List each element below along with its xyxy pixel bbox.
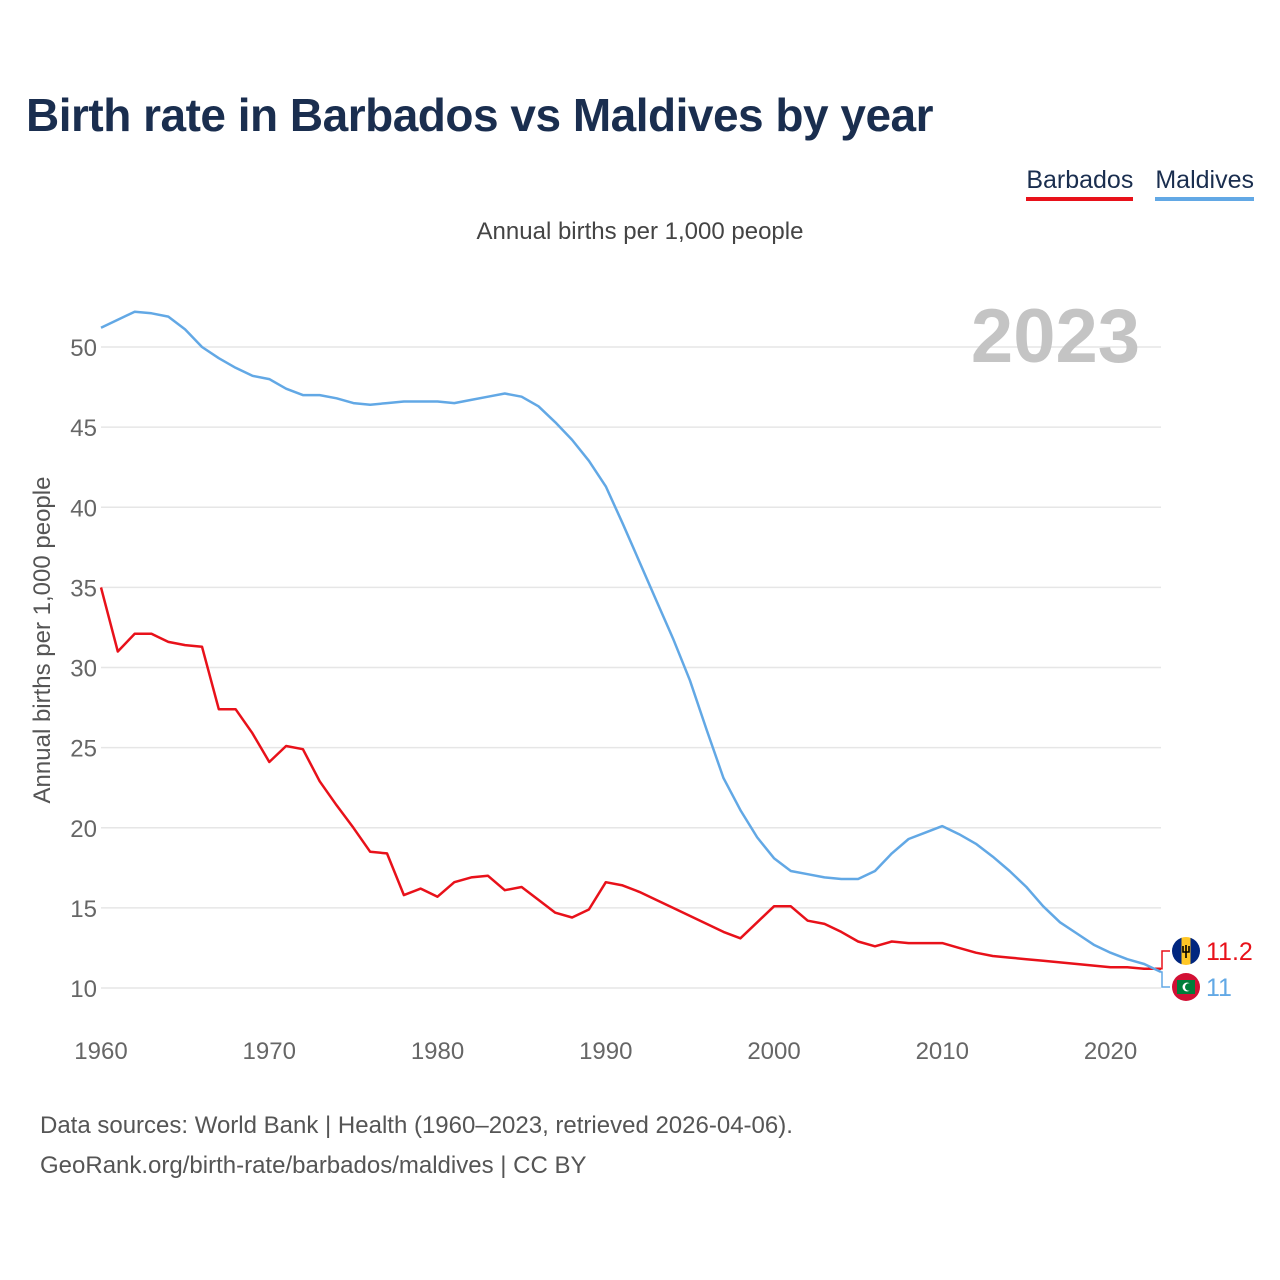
series-line-maldives (100, 310, 1162, 974)
legend: Barbados Maldives (1026, 166, 1254, 201)
x-tick-label: 2000 (747, 1038, 800, 1065)
chart-subtitle: Annual births per 1,000 people (476, 218, 804, 245)
source-line-1: Data sources: World Bank | Health (1960–… (40, 1112, 793, 1139)
x-tick-label: 1990 (579, 1038, 632, 1065)
x-tick-label: 1980 (411, 1038, 464, 1065)
y-tick-label: 35 (70, 575, 97, 602)
barbados-flag-icon (1172, 937, 1200, 965)
end-value-label-maldives: 11 (1206, 974, 1232, 1002)
legend-item-barbados[interactable]: Barbados (1026, 166, 1134, 201)
source-line-2[interactable]: GeoRank.org/birth-rate/barbados/maldives… (40, 1152, 587, 1179)
y-tick-label: 45 (70, 415, 97, 442)
y-tick-label: 50 (70, 335, 97, 362)
chart-title: Birth rate in Barbados vs Maldives by ye… (26, 89, 934, 141)
y-tick-label: 40 (70, 495, 97, 522)
y-tick-label: 20 (70, 816, 97, 843)
y-tick-label: 15 (70, 896, 97, 923)
y-tick-label: 25 (70, 736, 97, 763)
end-value-label-barbados: 11.2 (1206, 938, 1253, 966)
year-watermark: 2023 (971, 294, 1140, 379)
connector-maldives (1161, 971, 1170, 988)
data-source: Data sources: World Bank | Health (1960–… (40, 1106, 793, 1186)
x-tick-label: 1960 (74, 1038, 127, 1065)
y-tick-label: 10 (70, 976, 97, 1003)
series-line-barbados (99, 587, 1161, 971)
legend-item-maldives[interactable]: Maldives (1155, 166, 1254, 201)
y-tick-label: 30 (70, 656, 97, 683)
maldives-flag-icon (1172, 973, 1200, 1001)
connector-barbados (1161, 950, 1170, 970)
x-tick-label: 2020 (1084, 1038, 1137, 1065)
y-axis-label: Annual births per 1,000 people (29, 477, 56, 804)
x-tick-label: 1970 (243, 1038, 296, 1065)
x-tick-label: 2010 (916, 1038, 969, 1065)
